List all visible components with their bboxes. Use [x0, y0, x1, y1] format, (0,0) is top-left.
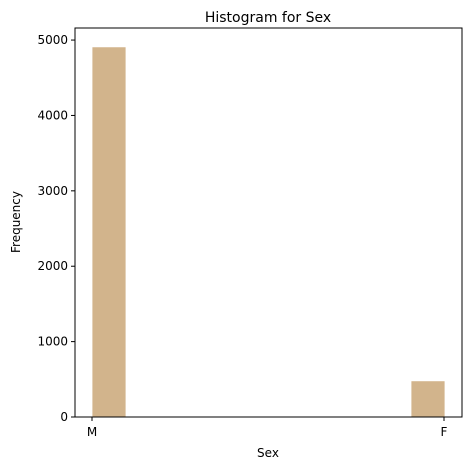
x-tick-label-f: F — [441, 425, 448, 439]
y-tick-label: 0 — [60, 410, 68, 424]
bars-group — [91, 46, 446, 418]
bar-m — [91, 46, 127, 418]
y-tick-label: 5000 — [37, 33, 68, 47]
x-tick-label-m: M — [87, 425, 97, 439]
y-tick-label: 4000 — [37, 108, 68, 122]
y-axis-label: Frequency — [9, 191, 23, 253]
y-tick-label: 2000 — [37, 259, 68, 273]
chart-title: Histogram for Sex — [205, 10, 331, 26]
y-tick-label: 1000 — [37, 335, 68, 349]
y-axis: 0 1000 2000 3000 4000 5000 — [37, 33, 75, 424]
y-tick-label: 3000 — [37, 184, 68, 198]
bar-f — [410, 380, 446, 418]
plot-frame — [74, 27, 463, 418]
x-axis-label: Sex — [257, 446, 279, 460]
